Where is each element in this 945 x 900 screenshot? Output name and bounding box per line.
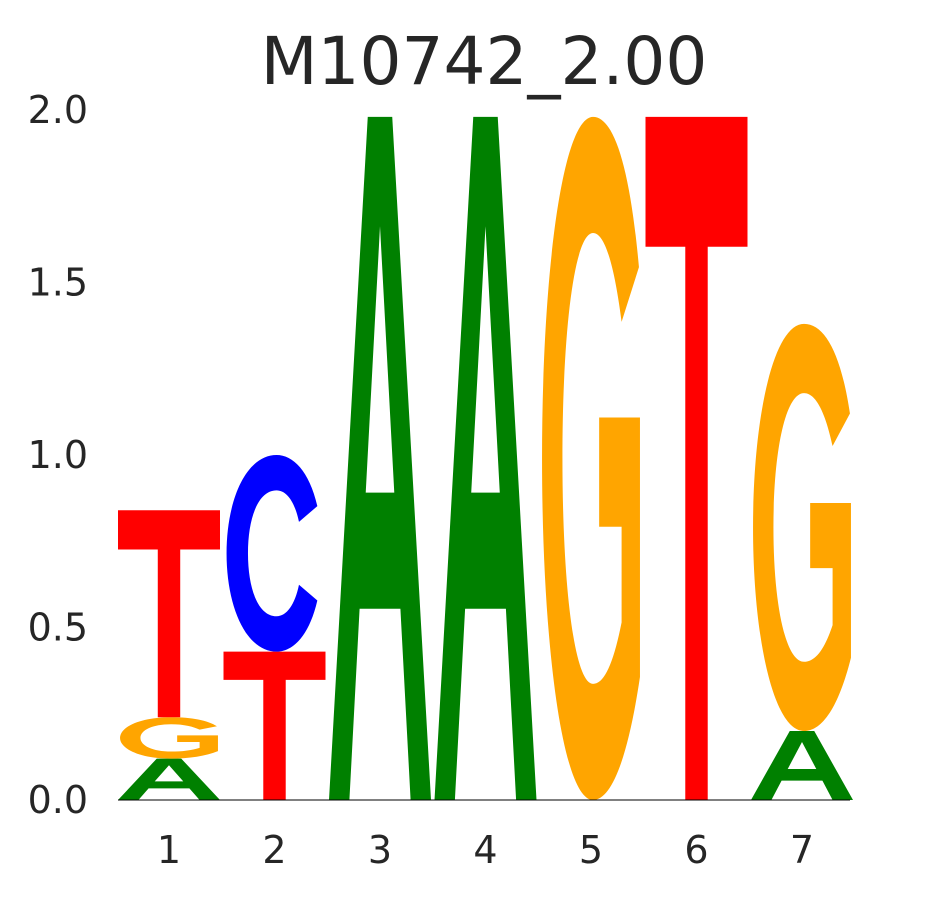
y-tick-label: 0.5 [28, 606, 88, 650]
letter-A-pos-4 [434, 116, 537, 800]
x-tick-label: 3 [368, 828, 392, 872]
letter-A-pos-1 [118, 758, 220, 800]
x-tick-label: 5 [579, 828, 603, 872]
y-tick-label: 0.0 [28, 778, 88, 822]
letter-C-pos-2 [226, 455, 318, 652]
x-axis: 1 2 3 4 5 6 7 [157, 828, 814, 872]
letter-G-pos-5 [542, 116, 640, 800]
letter-T-pos-6 [645, 116, 748, 800]
chart-title: M10742_2.00 [261, 23, 708, 100]
y-tick-label: 1.5 [28, 261, 88, 305]
letter-G-pos-7 [753, 323, 851, 731]
x-tick-label: 7 [790, 828, 814, 872]
x-tick-label: 6 [684, 828, 708, 872]
letter-T-pos-1 [118, 510, 220, 718]
x-tick-label: 4 [473, 828, 497, 872]
letter-A-pos-7 [751, 731, 853, 800]
x-tick-label: 2 [262, 828, 286, 872]
letter-A-pos-3 [329, 116, 431, 800]
y-tick-label: 2.0 [28, 88, 88, 132]
letter-stacks [118, 116, 853, 800]
x-tick-label: 1 [157, 828, 181, 872]
letter-G-pos-1 [120, 717, 218, 759]
y-tick-label: 1.0 [28, 433, 88, 477]
letter-T-pos-2 [223, 651, 326, 800]
y-axis: 0.0 0.5 1.0 1.5 2.0 [28, 88, 88, 822]
